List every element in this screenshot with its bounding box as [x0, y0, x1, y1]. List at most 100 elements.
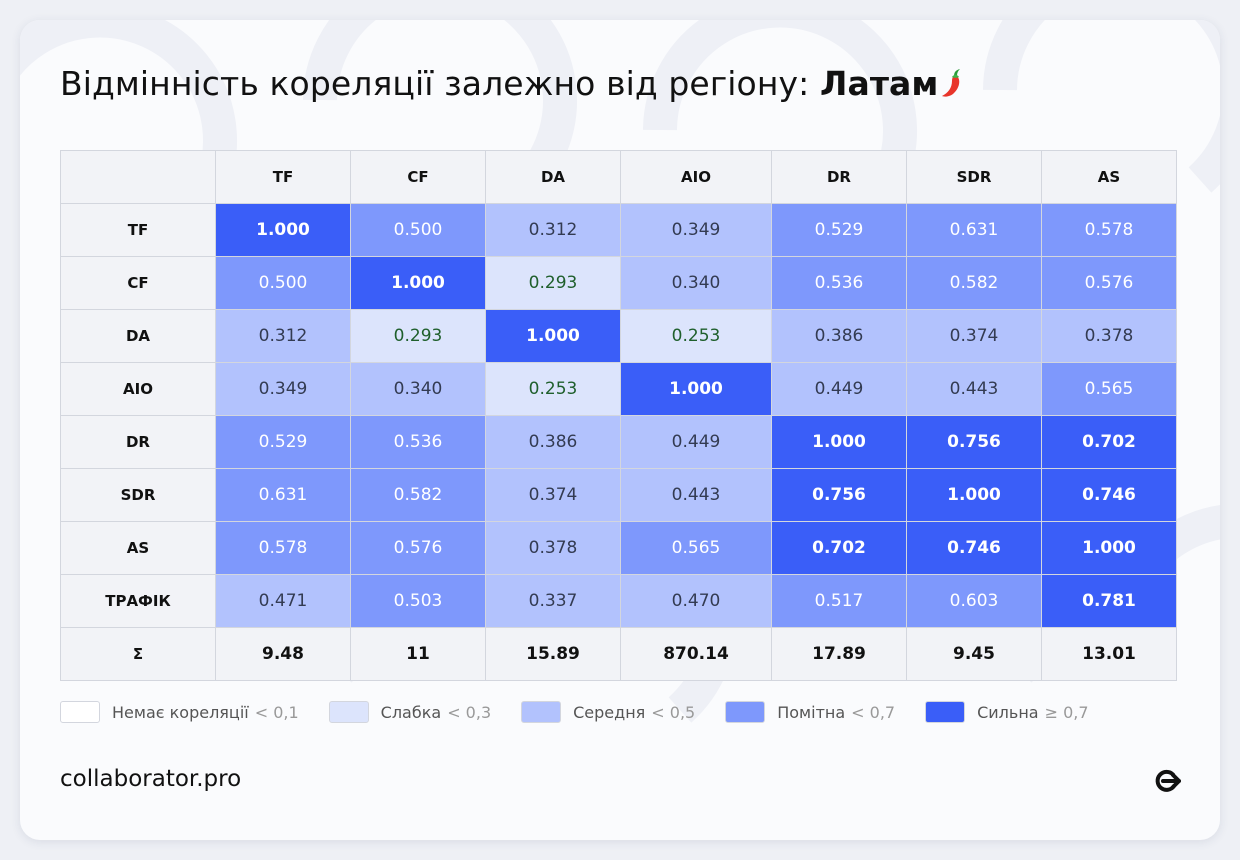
heatmap-cell: 1.000	[771, 415, 907, 469]
column-header-cf: CF	[350, 150, 486, 204]
legend-label: Немає кореляції	[112, 702, 249, 722]
heatmap-cell: 0.565	[1041, 362, 1177, 416]
heatmap-cell: 0.449	[620, 415, 772, 469]
sum-cell: 9.45	[906, 627, 1042, 681]
correlation-matrix: TF CF DA AIO DR SDR AS TF 1.000 0.500 0.312 0.349 0…	[60, 150, 1177, 681]
title-prefix: Відмінність кореляції залежно від регіон…	[60, 64, 810, 103]
heatmap-cell: 0.293	[485, 256, 621, 310]
legend-swatch	[925, 701, 966, 723]
column-header-sdr: SDR	[906, 150, 1042, 204]
row-header: AIO	[60, 362, 216, 416]
heatmap-cell: 0.702	[1041, 415, 1177, 469]
heatmap-cell: 0.312	[215, 309, 351, 363]
heatmap-cell: 1.000	[906, 468, 1042, 522]
heatmap-cell: 0.631	[906, 203, 1042, 257]
heatmap-cell: 1.000	[350, 256, 486, 310]
sum-cell: 15.89	[485, 627, 621, 681]
heatmap-cell: 0.312	[485, 203, 621, 257]
heatmap-cell: 0.340	[350, 362, 486, 416]
page-title: Відмінність кореляції залежно від регіон…	[60, 64, 963, 103]
heatmap-cell: 0.340	[620, 256, 772, 310]
heatmap-cell: 0.536	[771, 256, 907, 310]
heatmap-cell: 0.582	[350, 468, 486, 522]
heatmap-cell: 0.443	[906, 362, 1042, 416]
row-header: SDR	[60, 468, 216, 522]
heatmap-cell: 0.500	[350, 203, 486, 257]
matrix-row: AIO 0.349 0.340 0.253 1.000 0.449 0.443 0.565	[60, 362, 1177, 416]
heatmap-cell: 0.337	[485, 574, 621, 628]
heatmap-cell: 1.000	[485, 309, 621, 363]
legend-swatch	[60, 701, 100, 723]
matrix-row: AS 0.578 0.576 0.378 0.565 0.702 0.746 1.000	[60, 521, 1177, 575]
matrix-row: DR 0.529 0.536 0.386 0.449 1.000 0.756 0.702	[60, 415, 1177, 469]
legend-threshold: < 0,5	[651, 702, 696, 722]
heatmap-cell: 0.781	[1041, 574, 1177, 628]
heatmap-cell: 0.529	[215, 415, 351, 469]
legend-item: Сильна ≥ 0,7	[925, 701, 1089, 723]
matrix-row: TF 1.000 0.500 0.312 0.349 0.529 0.631 0.578	[60, 203, 1177, 257]
legend-label: Середня	[573, 702, 646, 722]
heatmap-cell: 0.746	[906, 521, 1042, 575]
heatmap-cell: 0.471	[215, 574, 351, 628]
collaborator-logo-icon	[1155, 769, 1181, 792]
column-header-aio: AIO	[620, 150, 772, 204]
heatmap-cell: 0.631	[215, 468, 351, 522]
legend-item: Середня < 0,5	[521, 701, 695, 723]
row-header: AS	[60, 521, 216, 575]
row-header: TF	[60, 203, 216, 257]
legend-threshold: < 0,1	[254, 702, 299, 722]
heatmap-cell: 0.374	[485, 468, 621, 522]
heatmap-cell: 0.443	[620, 468, 772, 522]
heatmap-cell: 1.000	[620, 362, 772, 416]
column-header-da: DA	[485, 150, 621, 204]
heatmap-cell: 0.374	[906, 309, 1042, 363]
heatmap-cell: 0.349	[215, 362, 351, 416]
heatmap-cell: 0.576	[1041, 256, 1177, 310]
heatmap-cell: 0.378	[1041, 309, 1177, 363]
heatmap-cell: 0.565	[620, 521, 772, 575]
title-region: Латам	[819, 64, 939, 103]
legend-swatch	[725, 701, 766, 723]
legend: Немає кореляції < 0,1 Слабка < 0,3 Середня < …	[60, 700, 1119, 724]
legend-label: Помітна	[777, 702, 846, 722]
heatmap-cell: 0.470	[620, 574, 772, 628]
heatmap-cell: 0.603	[906, 574, 1042, 628]
row-header: DR	[60, 415, 216, 469]
heatmap-cell: 0.386	[485, 415, 621, 469]
sum-row-label: Σ	[60, 627, 216, 681]
column-header-row: TF CF DA AIO DR SDR AS	[60, 150, 1177, 204]
heatmap-cell: 0.746	[1041, 468, 1177, 522]
heatmap-cell: 0.578	[1041, 203, 1177, 257]
heatmap-cell: 0.386	[771, 309, 907, 363]
row-header: DA	[60, 309, 216, 363]
column-header-tf: TF	[215, 150, 351, 204]
corner-cell	[60, 150, 216, 204]
matrix-row: SDR 0.631 0.582 0.374 0.443 0.756 1.000 0.746	[60, 468, 1177, 522]
sum-cell: 9.48	[215, 627, 351, 681]
heatmap-cell: 0.702	[771, 521, 907, 575]
heatmap-cell: 0.253	[485, 362, 621, 416]
card: Відмінність кореляції залежно від регіон…	[20, 20, 1220, 840]
legend-threshold: ≥ 0,7	[1044, 702, 1089, 722]
chili-pepper-icon	[941, 69, 960, 97]
footer-brand: collaborator.pro	[60, 766, 242, 792]
column-header-as: AS	[1041, 150, 1177, 204]
legend-item: Слабка < 0,3	[328, 701, 491, 723]
matrix-row: ТРАФІК 0.471 0.503 0.337 0.470 0.517 0.603 0.78…	[60, 574, 1177, 628]
heatmap-cell: 0.449	[771, 362, 907, 416]
heatmap-cell: 0.517	[771, 574, 907, 628]
legend-item: Помітна < 0,7	[725, 701, 895, 723]
heatmap-cell: 0.578	[215, 521, 351, 575]
heatmap-cell: 1.000	[1041, 521, 1177, 575]
heatmap-cell: 0.756	[906, 415, 1042, 469]
legend-item: Немає кореляції < 0,1	[60, 701, 299, 723]
column-header-dr: DR	[771, 150, 907, 204]
legend-threshold: < 0,7	[851, 702, 896, 722]
row-header: ТРАФІК	[60, 574, 216, 628]
heatmap-cell: 0.503	[350, 574, 486, 628]
row-header: CF	[60, 256, 216, 310]
sum-cell: 870.14	[620, 627, 772, 681]
sum-cell: 17.89	[771, 627, 907, 681]
heatmap-cell: 0.756	[771, 468, 907, 522]
heatmap-cell: 1.000	[215, 203, 351, 257]
